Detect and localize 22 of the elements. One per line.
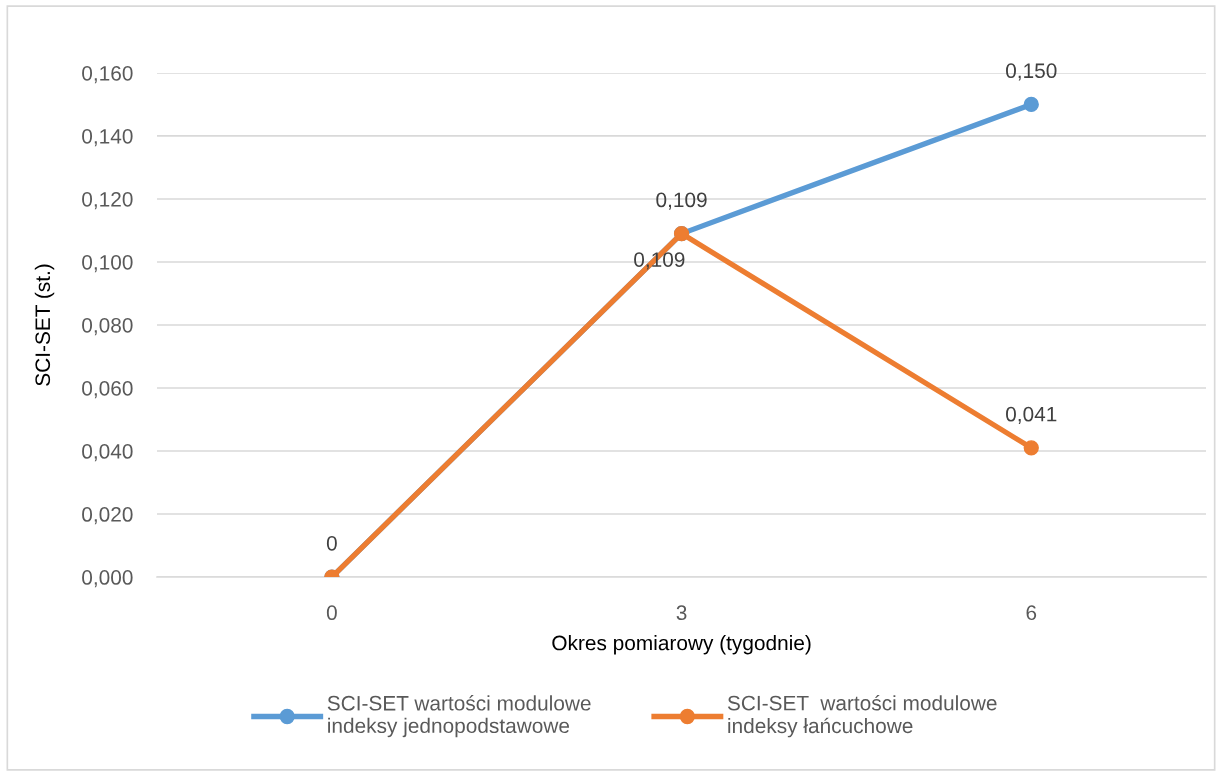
y-tick-label: 0,080	[82, 317, 133, 336]
legend-label: SCI-SET wartości modulowe indeksy łańcuchowe	[727, 694, 997, 738]
y-tick-label: 0,020	[82, 507, 133, 525]
y-axis-title: SCI-SET (st.)	[34, 264, 55, 386]
legend-label: SCI-SET wartości modulowe indeksy jednopodstawowe	[327, 695, 591, 738]
point	[1023, 440, 1039, 456]
point	[1023, 96, 1039, 113]
x-tick-label: 0	[326, 605, 337, 621]
y-tick-label: 0,040	[82, 444, 133, 462]
y-tick-label: 0,160	[82, 65, 133, 84]
y-tick-label: 0,100	[82, 254, 133, 273]
data-label: 0,041	[1006, 406, 1057, 424]
y-tick-label: 0,060	[82, 381, 133, 399]
y-tick-label: 0,000	[82, 570, 133, 588]
y-tick-label: 0,120	[82, 191, 133, 210]
data-label: 0	[326, 535, 337, 551]
x-tick-label: 6	[1026, 605, 1037, 621]
data-label: 0,109	[656, 192, 707, 210]
x-tick-label: 3	[676, 605, 687, 621]
data-label: 0,150	[1006, 63, 1057, 81]
y-tick-label: 0,140	[82, 128, 133, 147]
x-axis-title: Okres pomiarowy (tygodnie)	[552, 635, 811, 655]
